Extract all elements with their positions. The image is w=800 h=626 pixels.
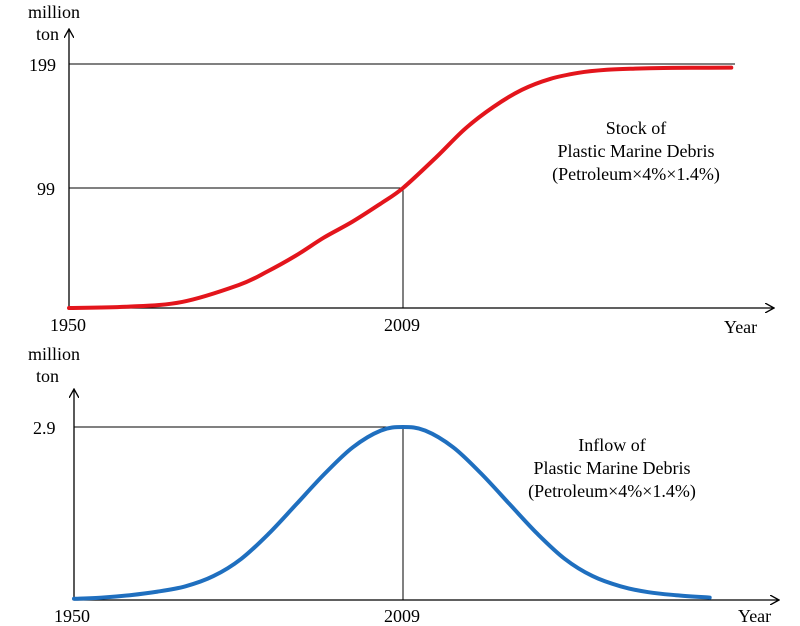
stock-y-unit-line2: ton (36, 24, 59, 44)
inflow-annotation-line2: Plastic Marine Debris (534, 458, 691, 478)
inflow-y-unit-line1: million (28, 344, 80, 364)
inflow-xtick-2009: 2009 (384, 606, 420, 626)
stock-y-unit-line1: million (28, 2, 80, 22)
stock-panel: million ton 199 99 1950 2009 Year Stock … (28, 2, 773, 337)
inflow-xtick-1950: 1950 (54, 606, 90, 626)
inflow-y-unit-line2: ton (36, 366, 59, 386)
inflow-panel: million ton 2.9 1950 2009 Year Inflow of… (28, 344, 778, 626)
stock-annotation-line2: Plastic Marine Debris (558, 141, 715, 161)
stock-xtick-2009: 2009 (384, 315, 420, 335)
inflow-x-axis-label: Year (738, 606, 771, 626)
stock-annotation-line3: (Petroleum×4%×1.4%) (552, 164, 720, 185)
stock-annotation-line1: Stock of (606, 118, 667, 138)
inflow-annotation-line1: Inflow of (578, 435, 645, 455)
stock-ytick-199: 199 (29, 55, 56, 75)
stock-xtick-1950: 1950 (50, 315, 86, 335)
stock-ytick-99: 99 (37, 179, 55, 199)
inflow-series-line (72, 425, 712, 601)
inflow-annotation-line3: (Petroleum×4%×1.4%) (528, 481, 696, 502)
stock-series-line (67, 65, 734, 310)
inflow-ytick-2.9: 2.9 (33, 418, 56, 438)
stock-x-axis-label: Year (724, 317, 757, 337)
